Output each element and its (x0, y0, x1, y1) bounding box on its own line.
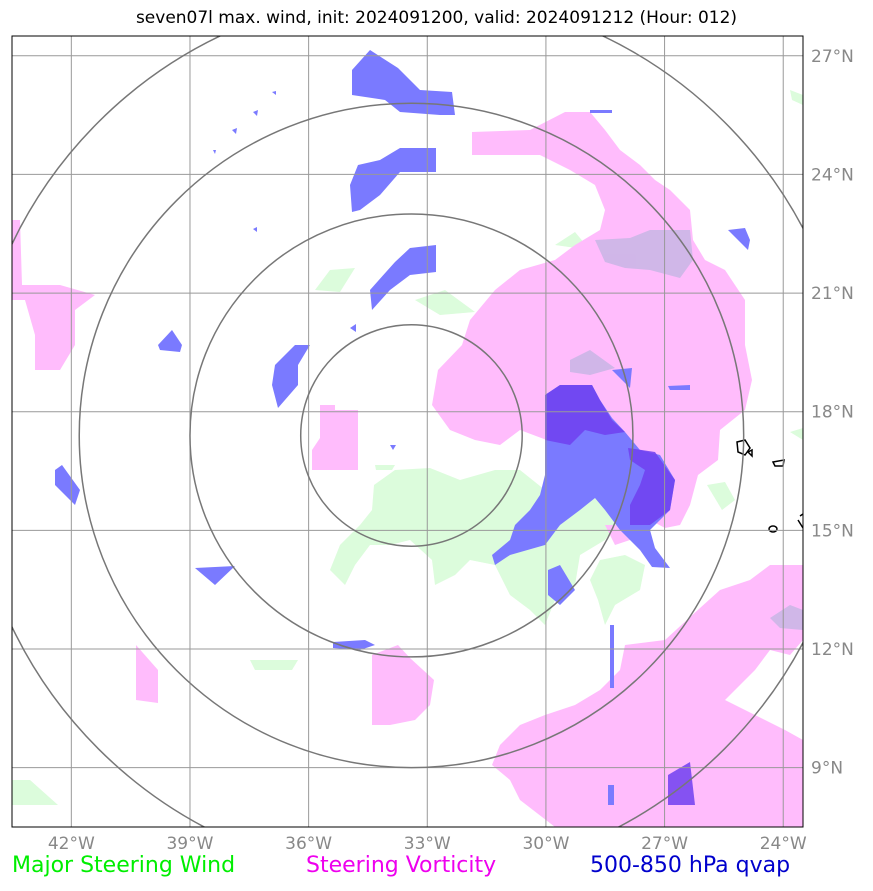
map-frame (11, 35, 804, 828)
longitude-label: 42°W (48, 834, 95, 854)
latitude-label: 21°N (811, 284, 854, 304)
map-title: seven07l max. wind, init: 2024091200, va… (135, 8, 738, 28)
legend-steering-wind: Major Steering Wind (12, 853, 236, 878)
latitude-label: 27°N (811, 47, 854, 67)
legend: Major Steering Wind Steering Vorticity 5… (0, 853, 873, 885)
latitude-label: 9°N (811, 759, 843, 779)
qvap-core-layer (545, 385, 695, 805)
legend-qvap: 500-850 hPa qvap (590, 853, 791, 878)
longitude-label: 24°W (760, 834, 807, 854)
latitude-label: 15°N (811, 521, 854, 541)
latitude-labels: 27°N 24°N 21°N 18°N 15°N 12°N 9°N (811, 47, 854, 779)
longitude-label: 39°W (166, 834, 213, 854)
latitude-label: 18°N (811, 403, 854, 423)
range-rings (12, 36, 803, 827)
range-ring (189, 213, 634, 658)
legend-steering-vorticity: Steering Vorticity (306, 853, 497, 878)
longitude-label: 30°W (522, 834, 569, 854)
overlap-layer (570, 230, 803, 630)
latitude-label: 12°N (811, 640, 854, 660)
longitude-label: 33°W (404, 834, 451, 854)
range-ring (299, 323, 523, 547)
latitude-label: 24°N (811, 165, 854, 185)
qvap-layer (55, 50, 750, 805)
steering-vorticity-layer (12, 112, 803, 827)
longitude-labels: 42°W 39°W 36°W 33°W 30°W 27°W 24°W (48, 834, 807, 854)
range-ring (78, 102, 745, 769)
island-contours (736, 439, 803, 533)
longitude-label: 36°W (285, 834, 332, 854)
longitude-label: 27°W (641, 834, 688, 854)
